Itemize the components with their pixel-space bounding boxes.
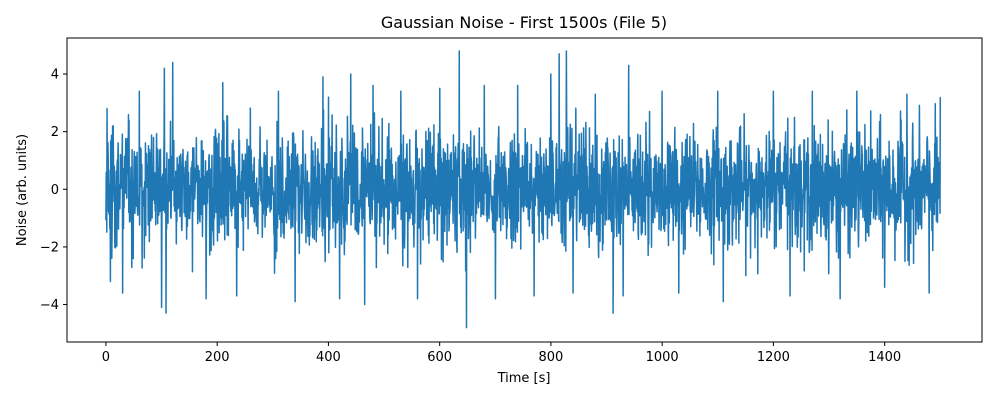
noise-series-line — [105, 50, 942, 329]
series-layer — [105, 50, 942, 329]
plot-frame — [66, 37, 983, 343]
y-axis: −4 −2 0 2 4 — [40, 68, 67, 313]
x-axis-label: Time [s] — [497, 371, 551, 386]
x-axis: 0 200 400 600 800 1000 1200 1400 — [102, 342, 901, 365]
y-axis-label: Noise (arb. units) — [15, 134, 30, 246]
y-tick-label: 0 — [51, 183, 59, 198]
x-tick-label: 800 — [539, 350, 564, 365]
y-tick-label: 2 — [51, 125, 59, 140]
x-tick-label: 200 — [205, 350, 230, 365]
x-tick-label: 1200 — [757, 350, 790, 365]
y-tick-label: 4 — [51, 68, 59, 83]
x-tick-label: 0 — [102, 350, 110, 365]
x-tick-label: 1000 — [646, 350, 679, 365]
chart-title: Gaussian Noise - First 1500s (File 5) — [381, 13, 667, 32]
x-tick-label: 1400 — [868, 350, 901, 365]
y-tick-label: −4 — [40, 298, 59, 313]
x-tick-label: 400 — [316, 350, 341, 365]
y-tick-label: −2 — [40, 240, 59, 255]
x-tick-label: 600 — [427, 350, 452, 365]
